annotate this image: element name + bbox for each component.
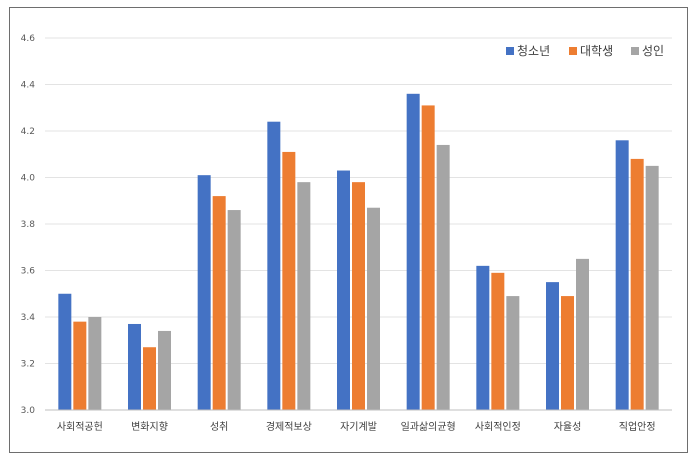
bar-1-1 [58, 293, 72, 410]
y-tick-label: 4.4 [21, 81, 36, 91]
x-category-label: 경제적보상 [266, 420, 312, 433]
bar-1-7 [476, 265, 490, 410]
bar-3-7 [506, 296, 520, 410]
bar-3-8 [576, 258, 589, 410]
bar-2-1 [73, 321, 87, 410]
y-tick-label: 3.6 [21, 267, 36, 277]
legend-label: 대학생 [580, 44, 613, 58]
y-tick-label: 4.6 [21, 34, 36, 44]
legend-swatch [569, 47, 577, 55]
bars [58, 93, 659, 411]
bar-2-7 [491, 272, 505, 410]
x-category-label: 변화지향 [131, 421, 168, 433]
bar-3-1 [88, 317, 102, 410]
legend-label: 청소년 [517, 44, 550, 58]
bar-1-3 [197, 175, 211, 410]
bar-1-6 [406, 93, 420, 411]
bar-2-4 [282, 151, 296, 411]
bar-1-9 [615, 140, 629, 411]
x-category-label: 성취 [210, 421, 228, 433]
x-axis-categories: 사회적공헌 변화지향 성취 경제적보상 자기계발 일과삶의균형 사회적인정 자율성 직업안정 [57, 420, 656, 433]
bar-1-4 [267, 121, 281, 410]
bar-3-2 [158, 330, 171, 410]
bar-2-6 [421, 105, 435, 411]
legend-swatch [631, 47, 639, 55]
bar-3-6 [436, 144, 450, 410]
y-tick-label: 3.8 [21, 220, 36, 230]
y-tick-label: 3.2 [21, 360, 35, 370]
bar-2-9 [630, 158, 644, 410]
bar-3-9 [645, 165, 659, 410]
bar-3-5 [367, 207, 380, 410]
bar-1-5 [337, 170, 350, 410]
y-tick-label: 3.4 [21, 313, 36, 323]
bar-2-8 [561, 296, 574, 410]
legend-label: 성인 [642, 44, 664, 58]
bar-1-2 [128, 323, 141, 410]
x-category-label: 사회적공헌 [57, 421, 103, 433]
bar-2-3 [212, 196, 226, 410]
x-category-label: 직업안정 [619, 420, 656, 433]
y-tick-label: 3.0 [21, 406, 36, 416]
x-category-label: 자기계발 [340, 421, 377, 433]
legend-swatch [506, 47, 514, 55]
bar-2-5 [352, 182, 365, 410]
legend: 청소년 대학생 성인 [506, 44, 664, 58]
bar-3-4 [297, 182, 311, 410]
bar-2-2 [143, 347, 156, 410]
bar-1-8 [546, 282, 559, 410]
y-tick-label: 4.2 [21, 127, 35, 137]
y-axis-ticks: 3.0 3.2 3.4 3.6 3.8 4.0 4.2 4.4 4.6 [21, 34, 36, 416]
x-category-label: 일과삶의균형 [401, 421, 456, 433]
bar-3-3 [227, 210, 241, 410]
x-category-label: 자율성 [554, 421, 582, 433]
x-category-label: 사회적인정 [475, 421, 521, 433]
y-tick-label: 4.0 [21, 174, 36, 184]
